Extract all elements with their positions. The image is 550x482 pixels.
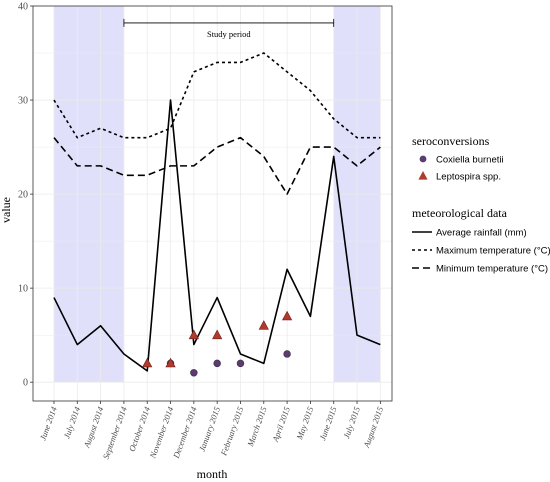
legend-key-leptospira — [418, 171, 428, 180]
point-leptospira — [142, 357, 153, 368]
y-tick-label: 20 — [18, 190, 28, 201]
point-leptospira — [281, 310, 293, 321]
point-leptospira — [258, 320, 269, 330]
panel-border — [32, 5, 393, 402]
legend-label-line-1: Average rainfall (mm) — [436, 228, 527, 239]
point-coxiella — [190, 369, 198, 377]
legend-key-coxiella — [419, 155, 427, 163]
y-axis-ticks: 0 10 20 30 40 — [18, 2, 33, 389]
point-coxiella — [236, 359, 245, 368]
plot-panel: Study period — [32, 5, 393, 402]
legend-label-line-2: Maximum temperature (°C) — [436, 246, 550, 257]
series-line-3 — [53, 136, 381, 195]
point-coxiella — [283, 350, 291, 358]
legend-items: Coxiella burnetii Leptospira spp. Average … — [412, 155, 550, 275]
legend-title-seroconversions: seroconversions — [412, 134, 490, 148]
series-line-2 — [53, 52, 381, 139]
legend-label-sero-1: Coxiella burnetii — [436, 155, 504, 166]
y-tick-label: 40 — [18, 2, 28, 13]
y-tick-label: 0 — [23, 378, 28, 389]
x-axis-label: month — [197, 467, 228, 481]
point-leptospira — [188, 329, 199, 340]
legend-label-sero-2: Leptospira spp. — [436, 172, 501, 183]
study-period-label: Study period — [207, 29, 251, 39]
point-leptospira — [165, 357, 176, 368]
y-axis-label: value — [0, 197, 13, 223]
legend: seroconversions meteorological data Coxi… — [412, 134, 550, 275]
y-tick-label: 30 — [18, 96, 28, 107]
point-leptospira — [212, 329, 223, 340]
legend-label-line-3: Minimum temperature (°C) — [436, 264, 548, 275]
y-tick-label: 10 — [18, 284, 28, 295]
legend-title-meteorological: meteorological data — [412, 206, 508, 220]
point-coxiella — [213, 359, 221, 368]
series-line-1 — [53, 99, 381, 372]
